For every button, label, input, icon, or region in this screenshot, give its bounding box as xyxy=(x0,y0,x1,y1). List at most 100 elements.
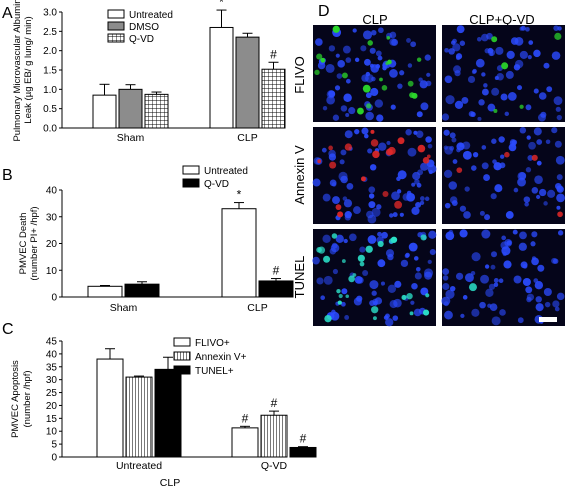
nucleus-spot xyxy=(415,201,422,208)
signal-spot xyxy=(422,157,430,164)
signal-spot xyxy=(493,108,498,113)
panel-c-legend-label: Annexin V+ xyxy=(195,352,247,363)
nucleus-spot xyxy=(485,288,494,297)
nucleus-spot xyxy=(337,60,345,68)
signal-spot xyxy=(411,92,418,99)
nucleus-spot xyxy=(321,147,327,153)
nucleus-spot xyxy=(404,253,410,259)
nucleus-spot xyxy=(524,202,529,207)
nucleus-spot xyxy=(553,25,559,31)
nucleus-spot xyxy=(444,169,453,178)
nucleus-spot xyxy=(345,57,352,63)
nucleus-spot xyxy=(499,309,506,316)
panel-b-legend-label: Untreated xyxy=(204,166,248,177)
panel-c-significance-marker: # xyxy=(271,396,278,410)
nucleus-spot xyxy=(420,102,429,111)
nucleus-spot xyxy=(444,145,454,155)
signal-spot xyxy=(387,146,396,155)
nucleus-spot xyxy=(551,51,561,60)
signal-spot xyxy=(323,255,331,263)
nucleus-spot xyxy=(445,231,455,241)
nucleus-spot xyxy=(354,276,363,284)
nucleus-spot xyxy=(375,50,382,57)
panel-c-legend-swatch xyxy=(173,351,191,361)
nucleus-spot xyxy=(442,275,449,281)
nucleus-spot xyxy=(354,57,360,63)
nucleus-spot xyxy=(429,248,436,256)
column-header-clp-qvd: CLP+Q-VD xyxy=(469,12,534,27)
panel-c-y-axis-label: (number /hpf) xyxy=(22,370,33,427)
signal-spot xyxy=(365,245,373,253)
nucleus-spot xyxy=(526,135,531,140)
nucleus-spot xyxy=(449,132,456,139)
nucleus-spot xyxy=(407,147,417,157)
panel-a-bar xyxy=(209,26,234,129)
nucleus-spot xyxy=(322,234,331,243)
panel-c-bar xyxy=(96,358,124,458)
panel-c-significance-marker: # xyxy=(300,432,307,446)
nucleus-spot xyxy=(391,191,400,201)
nucleus-spot xyxy=(467,75,476,84)
nucleus-spot xyxy=(535,303,544,312)
nucleus-spot xyxy=(454,100,464,110)
nucleus-spot xyxy=(502,251,507,257)
nucleus-spot xyxy=(417,169,424,176)
nucleus-spot xyxy=(490,193,497,200)
nucleus-spot xyxy=(481,229,491,239)
nucleus-spot xyxy=(394,280,402,288)
panel-b-y-tick-label: 10 xyxy=(46,266,58,277)
nucleus-spot xyxy=(344,214,351,221)
panel-c-y-tick-label: 20 xyxy=(46,401,58,412)
nucleus-spot xyxy=(377,55,383,61)
nucleus-spot xyxy=(544,301,551,308)
nucleus-spot xyxy=(387,284,397,293)
nucleus-spot xyxy=(493,278,499,283)
nucleus-spot xyxy=(556,205,561,210)
nucleus-spot xyxy=(425,136,432,143)
nucleus-spot xyxy=(389,38,397,46)
nucleus-spot xyxy=(365,111,374,121)
nucleus-spot xyxy=(376,114,384,122)
nucleus-spot xyxy=(519,127,527,134)
signal-spot xyxy=(394,200,403,209)
nucleus-spot xyxy=(519,231,527,240)
nucleus-spot xyxy=(491,316,501,326)
nucleus-spot xyxy=(479,210,485,216)
nucleus-spot xyxy=(479,301,486,309)
nucleus-spot xyxy=(475,58,485,68)
nucleus-spot xyxy=(477,116,482,121)
nucleus-spot xyxy=(346,182,354,190)
nucleus-spot xyxy=(452,159,458,164)
panel-c-x-axis-label: CLP xyxy=(160,477,180,488)
nucleus-spot xyxy=(522,263,528,269)
nucleus-spot xyxy=(491,87,500,96)
nucleus-spot xyxy=(342,45,351,54)
nucleus-spot xyxy=(335,234,344,243)
nucleus-spot xyxy=(443,129,450,136)
nucleus-spot xyxy=(315,38,323,46)
nucleus-spot xyxy=(361,127,369,135)
nucleus-spot xyxy=(478,99,485,106)
signal-spot xyxy=(362,84,371,93)
panel-b-y-tick-label: 20 xyxy=(46,239,58,250)
panel-c-legend-label: TUNEL+ xyxy=(195,366,234,377)
nucleus-spot xyxy=(444,75,453,84)
panel-b-y-axis-label: (number PI+ /hpf) xyxy=(29,206,40,280)
nucleus-spot xyxy=(449,196,458,204)
panel-a-significance-marker: # xyxy=(270,47,277,61)
nucleus-spot xyxy=(312,256,320,265)
nucleus-spot xyxy=(500,93,508,101)
panel-c-y-tick-label: 45 xyxy=(46,337,58,348)
nucleus-spot xyxy=(372,298,378,305)
nucleus-spot xyxy=(406,192,416,202)
nucleus-spot xyxy=(362,270,369,277)
nucleus-spot xyxy=(323,275,333,285)
signal-spot xyxy=(422,309,430,316)
nucleus-spot xyxy=(360,45,367,52)
signal-spot xyxy=(352,273,357,277)
nucleus-spot xyxy=(528,141,536,150)
panel-b-category-label: CLP xyxy=(247,302,267,314)
signal-spot xyxy=(519,104,524,109)
signal-spot xyxy=(531,154,538,161)
nucleus-spot xyxy=(364,133,369,139)
